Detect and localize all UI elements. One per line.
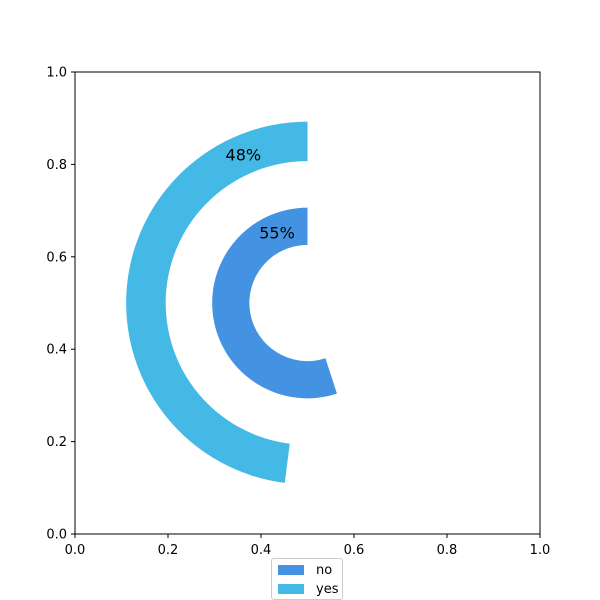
- x-tick-label: 1.0: [530, 543, 551, 558]
- arc-yes: [126, 121, 308, 483]
- legend-item-no: no: [278, 562, 332, 578]
- legend-swatch-no: [278, 565, 304, 575]
- y-axis: 0.0 0.2 0.4 0.6 0.8 1.0: [46, 66, 75, 543]
- legend-swatch-yes: [278, 584, 304, 594]
- plot-frame: [74, 71, 541, 535]
- y-tick-label: 0.6: [46, 250, 67, 265]
- data-label-yes: 48%: [226, 146, 262, 165]
- legend-item-yes: yes: [278, 581, 338, 597]
- data-label-no: 55%: [259, 224, 295, 243]
- x-axis: 0.0 0.2 0.4 0.6 0.8 1.0: [65, 534, 551, 558]
- x-tick-label: 0.8: [437, 543, 458, 558]
- y-tick-label: 0.8: [46, 158, 67, 173]
- y-tick-label: 0.4: [46, 343, 67, 358]
- x-tick-label: 0.0: [65, 543, 86, 558]
- arc-group: [126, 121, 337, 483]
- x-tick-label: 0.4: [251, 543, 272, 558]
- y-tick-label: 1.0: [46, 66, 67, 81]
- data-label-group: 55% 48%: [226, 146, 295, 243]
- legend-label-no: no: [316, 562, 333, 578]
- legend-label-yes: yes: [316, 581, 339, 597]
- y-tick-label: 0.2: [46, 435, 67, 450]
- x-tick-label: 0.6: [344, 543, 365, 558]
- x-tick-label: 0.2: [158, 543, 179, 558]
- arc-no: [212, 207, 337, 399]
- y-tick-label: 0.0: [46, 528, 67, 543]
- legend: no yes: [271, 558, 343, 600]
